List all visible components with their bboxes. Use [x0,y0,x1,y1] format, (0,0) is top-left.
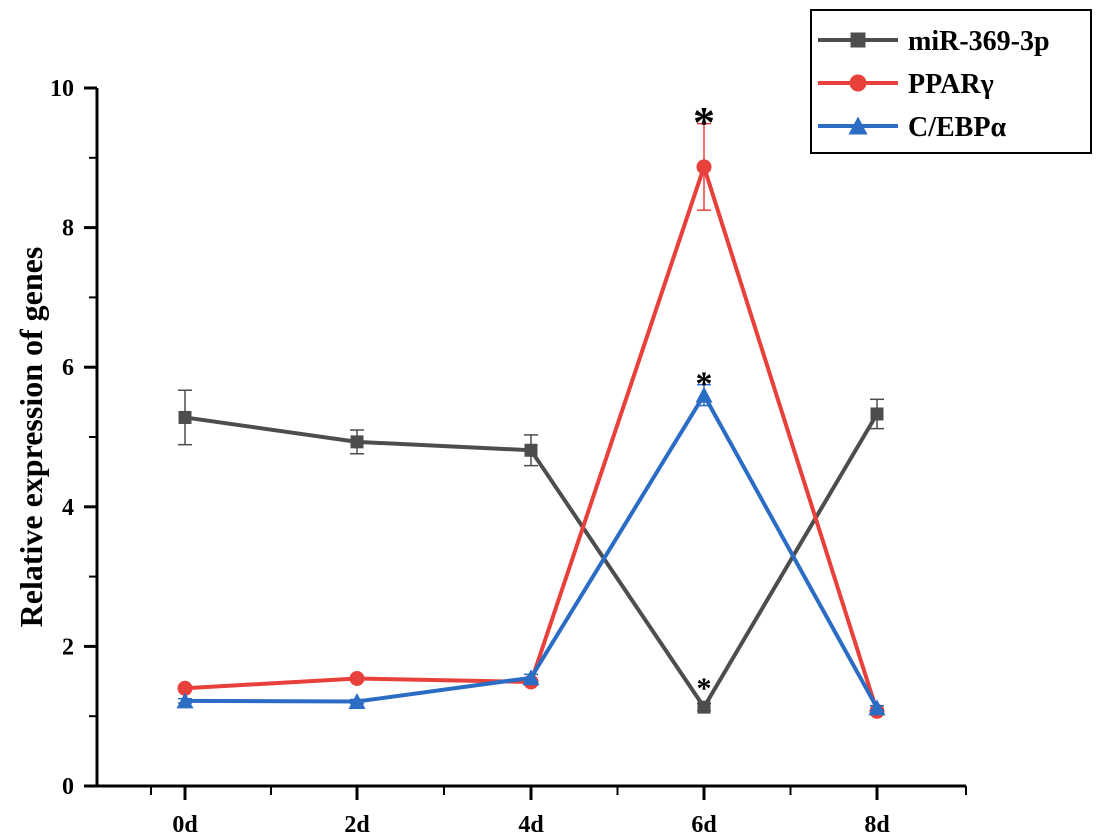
triangle-marker [868,699,886,716]
y-tick-label: 8 [62,216,74,242]
x-tick-label: 0d [172,812,198,838]
y-axis-title: Relative expression of genes [13,247,49,628]
legend-label: C/EBPα [908,112,1006,143]
square-marker [870,407,884,421]
y-tick-label: 0 [62,774,74,800]
square-marker [850,32,866,48]
legend-item: PPARγ [818,69,994,100]
triangle-marker [348,693,366,710]
significance-asterisk: * [693,98,715,147]
triangle-marker [695,386,713,403]
x-tick-label: 4d [518,812,544,838]
square-marker [697,700,711,714]
triangle-marker [176,692,194,709]
square-marker [350,435,364,449]
y-tick-label: 10 [50,76,74,102]
y-tick-label: 4 [62,495,74,521]
significance-asterisk: * [697,672,712,705]
series-PPARγ [177,122,885,719]
x-tick-label: 8d [864,812,890,838]
significance-asterisk: * [696,366,713,403]
legend: miR-369-3p PPARγ C/EBPα [810,9,1092,154]
x-tick-label: 2d [344,812,370,838]
circle-marker [849,74,867,92]
square-marker [178,410,192,424]
y-tick-label: 6 [62,355,74,381]
circle-marker [696,159,712,175]
triangle-marker [522,669,540,686]
square-marker [524,443,538,457]
legend-item: miR-369-3p [818,26,1050,57]
triangle-marker [848,116,868,135]
legend-item: C/EBPα [818,112,1006,143]
y-tick-label: 2 [62,634,74,660]
legend-label: PPARγ [908,69,994,100]
series-C/EBPα [176,383,886,716]
series-miR-369-3p [178,389,884,714]
x-tick-label: 6d [691,812,717,838]
circle-marker [177,680,193,696]
legend-label: miR-369-3p [908,26,1050,57]
circle-marker [349,671,365,687]
